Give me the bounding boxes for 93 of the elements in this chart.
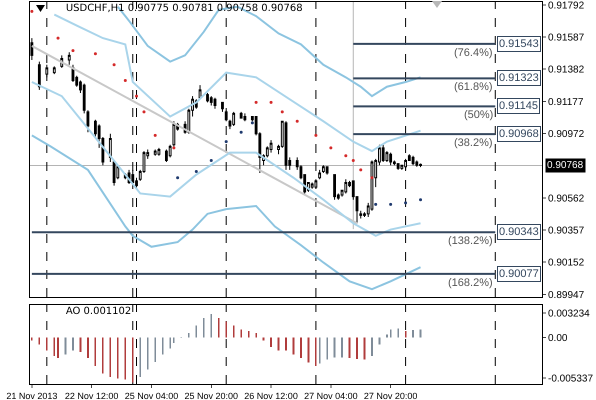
candlestick <box>210 96 213 106</box>
x-tick-label: 26 Nov 12:00 <box>244 390 298 400</box>
x-tick-label: 27 Nov 20:00 <box>364 390 418 400</box>
candlestick <box>164 149 168 163</box>
candlestick <box>168 144 172 158</box>
point <box>94 52 97 56</box>
point <box>135 94 138 98</box>
candlestick <box>326 166 329 176</box>
candlestick <box>389 152 392 166</box>
point <box>270 100 273 104</box>
x-tick-label: 25 Nov 04:00 <box>124 390 178 400</box>
point <box>370 176 374 180</box>
y-tick-label: -0.005337 <box>548 374 594 385</box>
data-label: 0.91145 <box>499 100 538 112</box>
y-tick-label: 0.91587 <box>548 32 585 44</box>
point <box>250 121 254 124</box>
point <box>176 176 180 180</box>
data-label: 0.90343 <box>499 226 539 238</box>
candlestick <box>412 155 414 166</box>
point <box>344 154 348 158</box>
point <box>71 49 74 52</box>
line-series <box>30 81 422 237</box>
point <box>254 100 258 104</box>
y-tick-label: 0.90152 <box>548 258 585 269</box>
candlestick <box>344 178 348 194</box>
point <box>280 110 284 114</box>
point <box>30 10 34 13</box>
candlestick <box>396 163 400 170</box>
point <box>240 130 243 134</box>
candlestick <box>72 64 74 83</box>
point <box>56 36 60 40</box>
candlestick <box>419 162 422 168</box>
candlestick <box>415 160 418 168</box>
x-tick-label: 25 Nov 20:00 <box>184 390 238 400</box>
point <box>359 168 362 172</box>
point <box>352 158 355 162</box>
candlestick <box>154 149 157 156</box>
point <box>419 198 422 202</box>
point <box>389 202 392 206</box>
y-tick-label: 0.90972 <box>548 128 585 140</box>
y-tick-label: 0.89947 <box>548 290 585 301</box>
candlestick <box>322 164 325 174</box>
candlestick <box>382 144 385 163</box>
point <box>329 146 332 150</box>
chart-title: USDCHF,H1 0.90775 0.90781 0.90758 0.90768 <box>66 3 303 14</box>
ref-line-label: 0.90768 <box>547 160 584 171</box>
series-label: (168.2%) <box>448 277 493 289</box>
data-label: 0.91323 <box>499 72 539 84</box>
point <box>194 170 198 173</box>
y-tick-label: 0.91382 <box>548 64 585 76</box>
series-label: (61.8%) <box>454 81 493 93</box>
x-tick-label: 22 Nov 12:00 <box>64 390 118 400</box>
candlestick <box>318 169 322 180</box>
candlestick <box>68 52 71 66</box>
data-label: 0.91543 <box>499 38 539 50</box>
point <box>154 134 157 137</box>
line-series <box>53 14 422 152</box>
candlestick <box>270 140 272 154</box>
candlestick <box>240 111 243 119</box>
point <box>112 63 116 66</box>
candlestick <box>86 110 90 133</box>
y-tick-label: 0.91792 <box>548 0 585 12</box>
candlestick <box>82 83 86 114</box>
series-label: (38.2%) <box>454 137 493 149</box>
point <box>210 158 213 162</box>
candlestick <box>38 61 41 90</box>
y-tick-label: 0.91177 <box>548 96 584 108</box>
point <box>124 78 127 82</box>
data-label: 0.90077 <box>499 268 539 280</box>
candlestick <box>232 111 236 126</box>
chart-title: AO 0.001102 <box>66 306 132 317</box>
candlestick <box>158 147 160 156</box>
series-label: (76.4%) <box>454 47 493 59</box>
x-tick-label: 21 Nov 2013 <box>6 390 58 400</box>
point <box>142 110 146 114</box>
x-tick-label: 27 Nov 04:00 <box>304 390 358 400</box>
candlestick <box>310 182 314 190</box>
candlestick <box>206 92 209 103</box>
point <box>296 120 299 123</box>
candlestick <box>243 112 246 122</box>
candlestick <box>214 97 216 110</box>
candlestick <box>333 174 336 200</box>
y-tick-label: 0.003234 <box>548 308 590 320</box>
y-tick-label: 0.90562 <box>548 193 585 204</box>
point <box>374 202 378 206</box>
point <box>172 146 176 150</box>
y-tick-label: 0.00 <box>548 333 568 344</box>
line-series <box>30 134 422 290</box>
candlestick <box>284 120 288 170</box>
series-label: (50%) <box>464 109 494 121</box>
series-label: (138.2%) <box>448 235 493 247</box>
y-tick-label: 0.90357 <box>548 226 585 236</box>
data-label: 0.90968 <box>499 128 539 140</box>
